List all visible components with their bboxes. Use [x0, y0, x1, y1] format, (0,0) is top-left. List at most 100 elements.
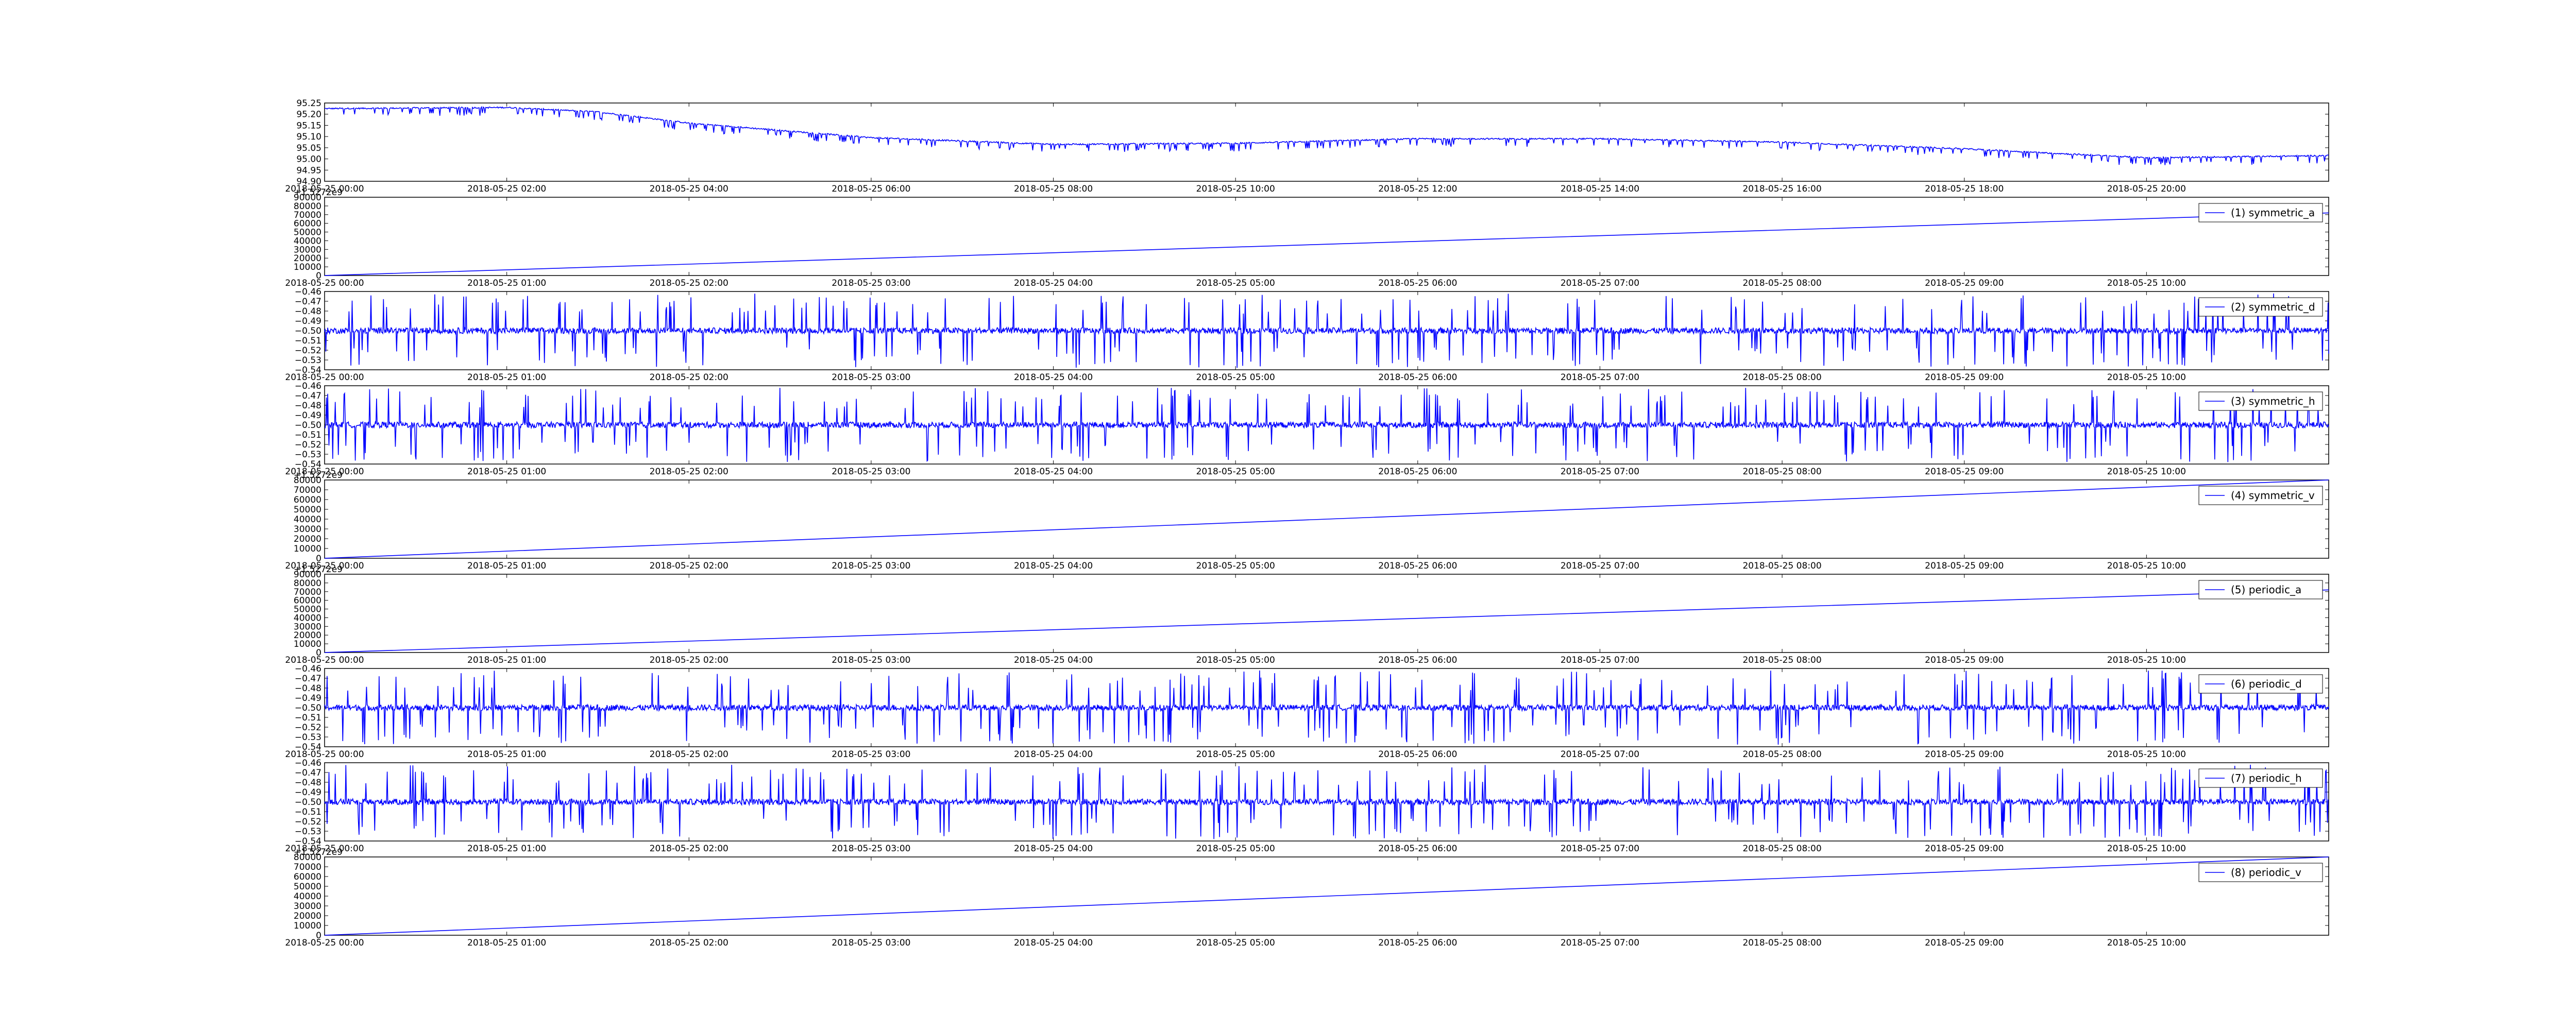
x-tick-label: 2018-05-25 06:00: [1378, 749, 1457, 760]
legend: (1) symmetric_a: [2198, 203, 2323, 222]
x-tick-label: 2018-05-25 02:00: [650, 278, 728, 288]
x-tick-label: 2018-05-25 06:00: [1378, 372, 1457, 383]
x-tick-label: 2018-05-25 05:00: [1196, 844, 1275, 854]
x-tick-label: 2018-05-25 00:00: [285, 372, 364, 383]
x-tick-label: 2018-05-25 00:00: [285, 467, 364, 477]
x-tick-label: 2018-05-25 04:00: [1014, 561, 1093, 571]
y-tick-label: 90000: [294, 193, 321, 203]
x-tick-label: 2018-05-25 03:00: [832, 467, 910, 477]
y-tick-label: 0: [316, 554, 321, 564]
y-tick-label: 60000: [294, 872, 321, 882]
y-tick-label: −0.47: [295, 674, 321, 684]
x-tick-label: 2018-05-25 06:00: [1378, 655, 1457, 665]
x-tick-label: 2018-05-25 05:00: [1196, 278, 1275, 288]
y-offset-label: +1.5272e9: [294, 470, 343, 480]
y-tick-label: −0.46: [295, 381, 321, 391]
y-tick-label: −0.48: [295, 778, 321, 788]
y-tick-label: −0.53: [295, 450, 321, 460]
x-tick-label: 2018-05-25 05:00: [1196, 749, 1275, 760]
x-tick-label: 2018-05-25 04:00: [1014, 655, 1093, 665]
chart-panel-6: 0100002000030000400005000060000700008000…: [285, 564, 2329, 665]
y-tick-label: −0.49: [295, 787, 321, 798]
y-tick-label: 50000: [294, 228, 321, 238]
y-tick-label: −0.50: [295, 420, 321, 431]
x-tick-label: 2018-05-25 01:00: [467, 938, 546, 948]
y-offset-label: +1.5272e9: [294, 564, 343, 575]
y-tick-label: −0.46: [295, 287, 321, 297]
x-tick-label: 2018-05-25 05:00: [1196, 561, 1275, 571]
x-tick-label: 2018-05-25 09:00: [1925, 844, 2004, 854]
x-tick-label: 2018-05-25 02:00: [650, 655, 728, 665]
y-tick-label: −0.54: [295, 742, 321, 752]
y-tick-label: 70000: [294, 485, 321, 495]
x-tick-label: 2018-05-25 07:00: [1561, 844, 1639, 854]
legend: (4) symmetric_v: [2198, 486, 2323, 505]
y-tick-label: −0.52: [295, 723, 321, 733]
y-tick-label: 60000: [294, 219, 321, 229]
y-tick-label: 60000: [294, 596, 321, 606]
y-tick-label: 20000: [294, 911, 321, 921]
y-tick-label: 60000: [294, 495, 321, 505]
x-tick-label: 2018-05-25 12:00: [1378, 184, 1457, 194]
x-tick-label: 2018-05-25 07:00: [1561, 655, 1639, 665]
y-tick-label: 95.15: [296, 121, 321, 131]
x-tick-label: 2018-05-25 08:00: [1742, 844, 1821, 854]
x-tick-label: 2018-05-25 10:00: [2107, 561, 2186, 571]
x-tick-label: 2018-05-25 07:00: [1561, 938, 1639, 948]
x-tick-label: 2018-05-25 01:00: [467, 372, 546, 383]
x-tick-label: 2018-05-25 10:00: [2107, 749, 2186, 760]
y-tick-label: 10000: [294, 544, 321, 554]
legend-label: (2) symmetric_d: [2231, 301, 2315, 313]
y-tick-label: −0.46: [295, 664, 321, 674]
y-tick-label: 40000: [294, 891, 321, 902]
y-tick-label: −0.51: [295, 807, 321, 817]
x-tick-label: 2018-05-25 05:00: [1196, 655, 1275, 665]
y-tick-label: −0.49: [295, 693, 321, 703]
chart-panel-7: −0.54−0.53−0.52−0.51−0.50−0.49−0.48−0.47…: [285, 664, 2329, 760]
y-offset-label: +1.5272e9: [294, 187, 343, 198]
x-tick-label: 2018-05-25 00:00: [285, 938, 364, 948]
y-tick-label: −0.46: [295, 758, 321, 768]
x-tick-label: 2018-05-25 01:00: [467, 655, 546, 665]
x-tick-label: 2018-05-25 20:00: [2107, 184, 2186, 194]
x-tick-label: 2018-05-25 00:00: [285, 844, 364, 854]
legend-label: (5) periodic_a: [2231, 583, 2301, 596]
y-tick-label: −0.50: [295, 326, 321, 336]
chart-panel-9: 0100002000030000400005000060000700008000…: [285, 847, 2329, 948]
y-tick-label: 80000: [294, 201, 321, 212]
y-tick-label: −0.50: [295, 797, 321, 808]
x-tick-label: 2018-05-25 07:00: [1561, 749, 1639, 760]
x-tick-label: 2018-05-25 08:00: [1742, 561, 1821, 571]
x-tick-label: 2018-05-25 05:00: [1196, 372, 1275, 383]
y-tick-label: −0.52: [295, 817, 321, 827]
x-tick-label: 2018-05-25 14:00: [1561, 184, 1639, 194]
x-tick-label: 2018-05-25 03:00: [832, 844, 910, 854]
y-tick-label: −0.51: [295, 713, 321, 723]
legend: (5) periodic_a: [2198, 580, 2323, 599]
y-tick-label: 20000: [294, 630, 321, 641]
series-line: [324, 479, 2329, 559]
x-tick-label: 2018-05-25 00:00: [285, 184, 364, 194]
y-tick-label: −0.49: [295, 410, 321, 421]
y-tick-label: −0.54: [295, 459, 321, 470]
y-tick-label: −0.48: [295, 401, 321, 411]
x-tick-label: 2018-05-25 00:00: [285, 561, 364, 571]
y-tick-label: 95.00: [296, 154, 321, 165]
y-tick-label: 80000: [294, 578, 321, 589]
x-tick-label: 2018-05-25 04:00: [1014, 278, 1093, 288]
x-tick-label: 2018-05-25 04:00: [650, 184, 728, 194]
y-tick-label: −0.54: [295, 836, 321, 847]
x-tick-label: 2018-05-25 02:00: [650, 938, 728, 948]
y-tick-label: 40000: [294, 236, 321, 246]
legend-label: (7) periodic_h: [2231, 772, 2302, 784]
series-line: [324, 856, 2329, 936]
x-tick-label: 2018-05-25 07:00: [1561, 561, 1639, 571]
x-tick-label: 2018-05-25 03:00: [832, 749, 910, 760]
x-tick-label: 2018-05-25 02:00: [650, 844, 728, 854]
x-tick-label: 2018-05-25 03:00: [832, 372, 910, 383]
y-offset-label: +1.5272e9: [294, 847, 343, 857]
x-tick-label: 2018-05-25 04:00: [1014, 467, 1093, 477]
x-tick-label: 2018-05-25 04:00: [1014, 749, 1093, 760]
x-tick-label: 2018-05-25 02:00: [650, 467, 728, 477]
y-tick-label: 70000: [294, 862, 321, 872]
